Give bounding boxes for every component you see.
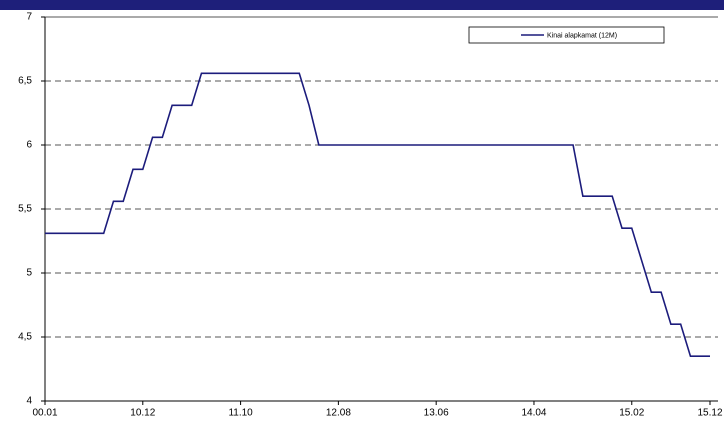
legend-label: Kinai alapkamat (12M) — [547, 32, 617, 39]
x-tick-label: 12.08 — [326, 408, 351, 419]
x-tick-label: 15.12 — [697, 408, 722, 419]
y-tick-label: 6 — [26, 140, 32, 151]
y-tick-label: 6,5 — [18, 76, 32, 87]
y-tick-label: 7 — [26, 12, 32, 23]
header-bar — [0, 0, 724, 10]
y-tick-label: 5,5 — [18, 204, 32, 215]
x-tick-label: 13.06 — [424, 408, 449, 419]
y-tick-label: 5 — [26, 268, 32, 279]
x-tick-label: 14.04 — [521, 408, 546, 419]
series-line — [45, 72, 710, 358]
y-tick-label: 4,5 — [18, 332, 32, 343]
x-tick-label: 15.02 — [619, 408, 644, 419]
x-tick-label: 00.01 — [32, 408, 57, 419]
x-tick-label: 10.12 — [130, 408, 155, 419]
legend-box — [468, 26, 665, 44]
y-tick-label: 4 — [26, 396, 32, 407]
x-tick-label: 11.10 — [228, 408, 253, 419]
